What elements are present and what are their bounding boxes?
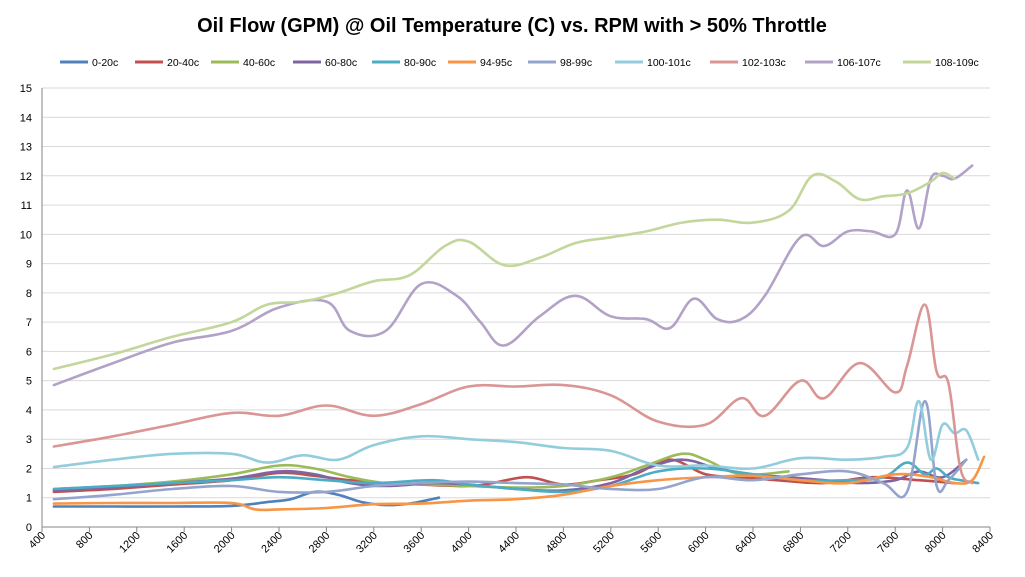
x-tick-label: 3200 xyxy=(354,530,380,556)
y-tick-label: 4 xyxy=(26,405,32,417)
series-line-40-60c xyxy=(52,452,790,491)
y-tick-label: 3 xyxy=(26,434,32,446)
legend-label: 40-60c xyxy=(243,57,275,69)
x-tick-label: 2400 xyxy=(259,530,285,556)
series-line-80-90c xyxy=(52,461,980,494)
series-line-60-80c xyxy=(52,458,968,493)
y-tick-label: 9 xyxy=(26,259,32,271)
x-tick-label: 1600 xyxy=(165,530,191,556)
series-line-108-109c xyxy=(52,171,956,371)
x-tick-label: 8400 xyxy=(970,530,996,556)
x-tick-label: 800 xyxy=(74,530,95,551)
y-tick-label: 11 xyxy=(21,200,32,212)
x-tick-label: 6400 xyxy=(733,530,759,556)
y-tick-label: 10 xyxy=(20,229,32,241)
series-line-20-40c xyxy=(52,458,956,494)
x-tick-label: 2800 xyxy=(307,530,333,556)
y-tick-label: 2 xyxy=(26,463,32,475)
legend-label: 60-80c xyxy=(325,57,357,69)
legend: 0-20c 20-40c 40-60c 60-80c 80-90c 94-95c 98-99… xyxy=(60,57,979,69)
legend-label: 0-20c xyxy=(92,57,118,69)
axes xyxy=(41,88,991,532)
series-line-106-107c xyxy=(52,164,974,387)
x-tick-label: 5600 xyxy=(639,530,665,556)
x-tick-label: 4400 xyxy=(496,530,522,556)
x-tick-label: 7600 xyxy=(876,530,902,556)
legend-label: 108-109c xyxy=(935,57,979,69)
x-tick-label: 3600 xyxy=(402,530,428,556)
x-tick-label: 6800 xyxy=(781,530,807,556)
x-tick-labels: 400 800 1200 1600 2000 2400 2800 3200 3600 4000 44… xyxy=(27,530,996,556)
y-tick-label: 15 xyxy=(20,83,32,95)
x-tick-label: 5200 xyxy=(591,530,617,556)
legend-label: 106-107c xyxy=(837,57,881,69)
x-tick-label: 4800 xyxy=(544,530,570,556)
x-tick-label: 7200 xyxy=(828,530,854,556)
legend-label: 20-40c xyxy=(167,57,199,69)
y-tick-label: 5 xyxy=(26,376,32,388)
y-tick-label: 6 xyxy=(26,346,32,358)
series-line-94-95c xyxy=(52,455,986,512)
legend-label: 102-103c xyxy=(742,57,786,69)
x-tick-label: 8000 xyxy=(923,530,949,556)
series-layer xyxy=(52,164,986,512)
y-tick-label: 8 xyxy=(26,288,32,300)
y-tick-label: 12 xyxy=(20,171,32,183)
x-tick-label: 4000 xyxy=(449,530,475,556)
legend-label: 94-95c xyxy=(480,57,512,69)
legend-label: 80-90c xyxy=(404,57,436,69)
gridlines xyxy=(42,87,990,499)
series-line-98-99c xyxy=(52,399,968,501)
x-tick-label: 2000 xyxy=(212,530,238,556)
y-tick-label: 7 xyxy=(26,317,32,329)
y-tick-label: 0 xyxy=(26,522,32,534)
x-tick-label: 1200 xyxy=(117,530,143,556)
y-tick-label: 14 xyxy=(20,112,32,124)
y-tick-label: 13 xyxy=(20,142,32,154)
legend-label: 100-101c xyxy=(647,57,691,69)
series-line-100-101c xyxy=(52,399,980,471)
legend-label: 98-99c xyxy=(560,57,592,69)
series-line-102-103c xyxy=(52,303,974,485)
x-tick-label: 6000 xyxy=(686,530,712,556)
chart-title: Oil Flow (GPM) @ Oil Temperature (C) vs.… xyxy=(197,15,827,37)
y-tick-label: 1 xyxy=(26,493,32,505)
